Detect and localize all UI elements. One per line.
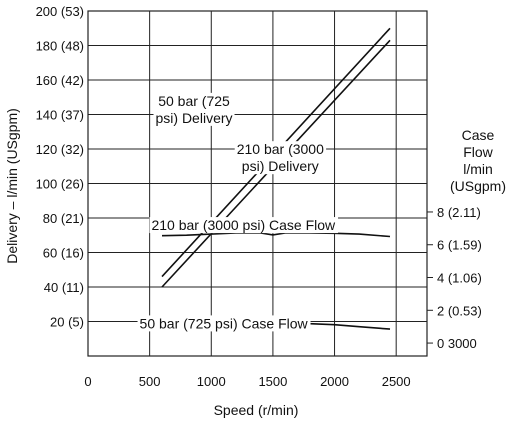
y2-axis-title-line: (USgpm) (450, 178, 506, 194)
y-tick-label: 200 (53) (36, 4, 84, 19)
x-tick-label: 2500 (382, 374, 411, 389)
y2-axis-title-text: Case Flow l/min (USgpm) (450, 127, 506, 194)
annotation-text: 210 bar (3000 psi) Delivery (237, 141, 324, 174)
annotation-background (149, 217, 339, 234)
y2-axis-title-line: Case (462, 127, 495, 143)
y-tick-label: 20 (5) (50, 315, 84, 330)
y2-axis-title: Case Flow l/min (USgpm) (450, 127, 506, 194)
annotation-line: psi) Delivery (156, 110, 233, 126)
annotation-text: 50 bar (725 psi) Case Flow (140, 315, 309, 331)
y-tick-label: 120 (32) (36, 142, 84, 157)
y-tick-label: 100 (26) (36, 177, 84, 192)
annotation-line: 210 bar (3000 psi) Case Flow (151, 217, 336, 233)
x-axis-title: Speed (r/min) (214, 402, 299, 418)
x-tick-label: 1000 (197, 374, 226, 389)
y2-axis-title-line: Flow (463, 144, 493, 160)
y2-tick-label: 0 3000 (437, 336, 477, 351)
series-annotation: 50 bar (725 psi) Case Flow (137, 315, 311, 332)
y-axis-title: Delivery – l/min (USgpm) (4, 108, 20, 264)
y-tick-label: 180 (48) (36, 39, 84, 54)
series-annotation: 50 bar (725 psi) Delivery (153, 92, 235, 126)
y-tick-label: 140 (37) (36, 108, 84, 123)
annotation-line: 210 bar (3000 (237, 141, 324, 157)
y2-tick-label: 6 (1.59) (437, 238, 482, 253)
y-tick-label: 80 (21) (43, 211, 84, 226)
y-tick-label: 160 (42) (36, 73, 84, 88)
series-annotation: 210 bar (3000 psi) Delivery (234, 141, 327, 175)
y2-tick-label: 8 (2.11) (437, 205, 481, 220)
tick-label-layer: 0 500 1000 1500 2000 2500 20 (5) 40 (11) 60 (16)… (36, 4, 482, 389)
annotation-line: 50 bar (725 psi) Case Flow (140, 315, 309, 331)
annotation-background (234, 141, 327, 175)
annotation-text: 50 bar (725 psi) Delivery (156, 93, 233, 126)
y-tick-label: 40 (11) (44, 280, 84, 295)
annotation-background (137, 315, 311, 332)
series-layer (161, 27, 391, 330)
x-tick-label: 500 (139, 374, 161, 389)
x-tick-label: 1500 (258, 374, 287, 389)
series-line (161, 232, 391, 238)
x-tick-label: 0 (84, 374, 91, 389)
y2-tick-label: 4 (1.06) (437, 271, 482, 286)
series-annotation: 210 bar (3000 psi) Case Flow (149, 217, 339, 234)
grid-layer (87, 10, 433, 357)
x-tick-label: 2000 (320, 374, 349, 389)
annotation-background (153, 92, 235, 126)
annotation-text: 210 bar (3000 psi) Case Flow (151, 217, 336, 233)
annotation-line: psi) Delivery (242, 158, 319, 174)
annotation-line: 50 bar (725 (158, 93, 230, 109)
y2-axis-title-line: l/min (463, 161, 493, 177)
y2-tick-label: 2 (0.53) (437, 303, 482, 318)
y-tick-label: 60 (16) (43, 246, 84, 261)
